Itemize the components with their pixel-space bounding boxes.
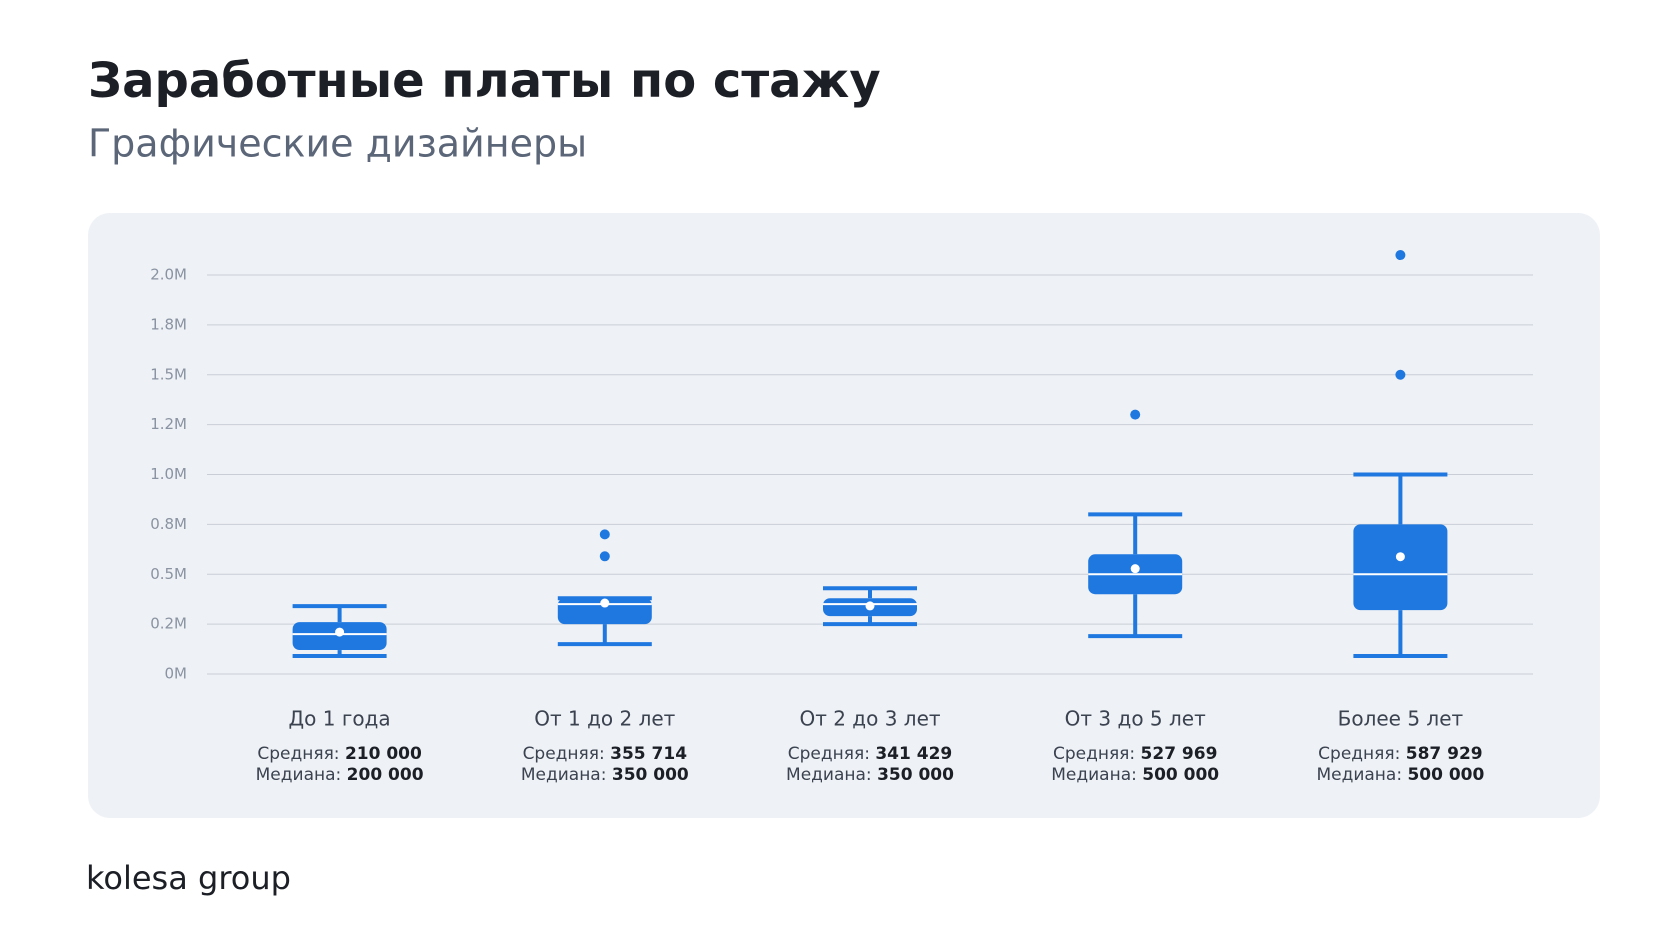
median-value: 350 000 [612, 765, 689, 785]
mean-dot [1395, 552, 1405, 562]
mean-stat: Средняя: 355 714 [523, 744, 688, 764]
median-label: Медиана: [256, 765, 342, 785]
y-tick-label: 0.5M [150, 565, 187, 583]
outlier [1130, 409, 1141, 420]
y-tick-label: 2.0M [150, 266, 187, 284]
median-value: 500 000 [1407, 765, 1484, 785]
mean-label: Средняя: [523, 744, 605, 764]
mean-value: 210 000 [345, 744, 422, 764]
x-tick-label: От 3 до 5 лет [1065, 707, 1206, 731]
x-tick-label: От 2 до 3 лет [799, 707, 940, 731]
median-label: Медиана: [1051, 765, 1137, 785]
y-tick-label: 0.2M [150, 615, 187, 633]
logo: kolesa group [86, 859, 291, 897]
x-tick-label: Более 5 лет [1338, 707, 1464, 731]
median-stat: Медиана: 350 000 [521, 765, 689, 785]
outlier [1395, 250, 1406, 261]
median-value: 200 000 [347, 765, 424, 785]
mean-label: Средняя: [1318, 744, 1400, 764]
median-label: Медиана: [1316, 765, 1402, 785]
chart-subtitle: Графические дизайнеры [88, 122, 587, 166]
x-tick-label: До 1 года [289, 707, 391, 731]
box [1353, 524, 1448, 611]
median-value: 350 000 [877, 765, 954, 785]
y-tick-label: 1.2M [150, 415, 187, 433]
y-tick-label: 1.8M [150, 315, 187, 333]
outlier [599, 551, 610, 562]
median-stat: Медиана: 500 000 [1051, 765, 1219, 785]
chart-panel [88, 213, 1600, 818]
mean-stat: Средняя: 341 429 [788, 744, 952, 764]
median-label: Медиана: [786, 765, 872, 785]
chart-title: Заработные платы по стажу [88, 53, 881, 109]
mean-label: Средняя: [257, 744, 339, 764]
mean-value: 355 714 [610, 744, 687, 764]
mean-stat: Средняя: 527 969 [1053, 744, 1217, 764]
median-stat: Медиана: 200 000 [256, 765, 424, 785]
x-tick-label: От 1 до 2 лет [534, 707, 675, 731]
mean-label: Средняя: [1053, 744, 1135, 764]
mean-value: 587 929 [1406, 744, 1483, 764]
mean-label: Средняя: [788, 744, 870, 764]
mean-dot [865, 601, 875, 611]
y-tick-label: 0.8M [150, 515, 187, 533]
mean-value: 341 429 [875, 744, 952, 764]
outlier [1395, 369, 1406, 380]
mean-dot [600, 598, 610, 608]
mean-stat: Средняя: 587 929 [1318, 744, 1482, 764]
mean-dot [1130, 564, 1140, 574]
median-stat: Медиана: 350 000 [786, 765, 954, 785]
y-tick-label: 0M [165, 665, 188, 683]
median-label: Медиана: [521, 765, 607, 785]
y-tick-label: 1.0M [150, 465, 187, 483]
median-stat: Медиана: 500 000 [1316, 765, 1484, 785]
outlier [599, 529, 610, 540]
median-value: 500 000 [1142, 765, 1219, 785]
y-tick-label: 1.5M [150, 365, 187, 383]
mean-dot [335, 627, 345, 637]
mean-stat: Средняя: 210 000 [257, 744, 422, 764]
mean-value: 527 969 [1141, 744, 1218, 764]
